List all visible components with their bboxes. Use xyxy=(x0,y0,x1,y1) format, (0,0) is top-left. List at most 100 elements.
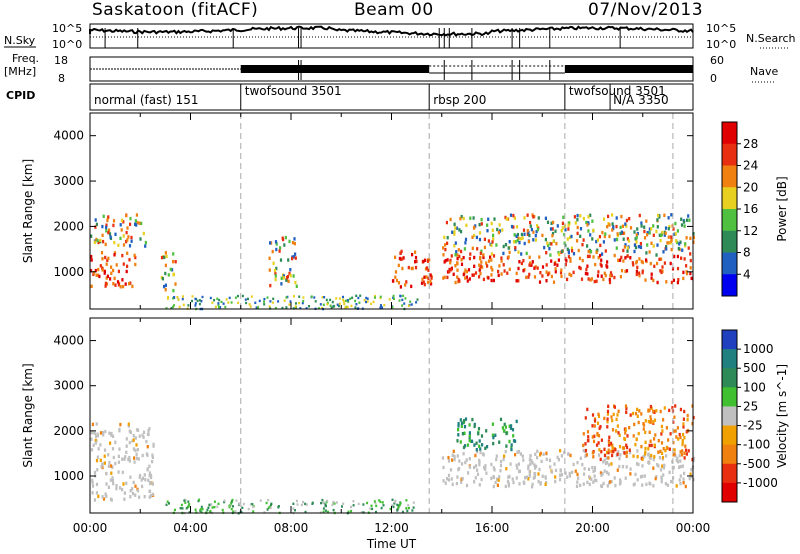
colorbar-tick-label: 25 xyxy=(743,399,758,413)
echo-cell xyxy=(453,457,456,462)
echo-cell xyxy=(625,224,628,228)
echo-cell xyxy=(541,474,544,478)
echo-cell xyxy=(507,481,510,486)
echo-cell xyxy=(487,259,491,263)
echo-cell xyxy=(663,233,666,237)
echo-cell xyxy=(492,237,495,241)
echo-cell xyxy=(653,455,656,459)
echo-cell xyxy=(587,435,590,439)
echo-cell xyxy=(160,255,164,260)
echo-cell xyxy=(606,265,609,269)
echo-cell xyxy=(491,228,494,232)
echo-cell xyxy=(575,484,579,488)
echo-cell xyxy=(607,451,610,455)
echo-cell xyxy=(652,420,655,424)
echo-cell xyxy=(485,261,488,265)
echo-cell xyxy=(91,484,95,488)
echo-cell xyxy=(181,297,184,301)
echo-cell xyxy=(391,498,394,501)
echo-cell xyxy=(528,472,531,476)
echo-cell xyxy=(480,222,483,226)
echo-cell xyxy=(660,424,663,429)
echo-cell xyxy=(595,478,598,483)
echo-cell xyxy=(692,456,696,461)
echo-cell xyxy=(93,431,96,435)
echo-cell xyxy=(482,277,485,282)
echo-cell xyxy=(604,273,607,278)
echo-cell xyxy=(269,300,272,303)
echo-cell xyxy=(535,464,538,469)
echo-cell xyxy=(570,273,573,278)
echo-cell xyxy=(672,227,675,231)
echo-cell xyxy=(615,224,618,229)
echo-cell xyxy=(185,507,188,510)
echo-cell xyxy=(109,235,112,239)
echo-cell xyxy=(196,299,199,303)
echo-cell xyxy=(397,263,400,268)
echo-cell xyxy=(599,471,602,475)
echo-cell xyxy=(266,296,269,299)
echo-cell xyxy=(142,476,145,480)
echo-cell xyxy=(148,495,151,499)
echo-cell xyxy=(661,429,664,433)
echo-cell xyxy=(602,460,605,464)
echo-cell xyxy=(662,466,665,470)
echo-cell xyxy=(95,422,98,426)
echo-cell xyxy=(326,301,329,304)
cpid-segment-label: rbsp 200 xyxy=(433,93,486,107)
echo-cell xyxy=(128,282,131,286)
echo-cell xyxy=(521,236,524,240)
echo-cell xyxy=(325,504,327,508)
echo-cell xyxy=(96,455,99,459)
echo-cell xyxy=(342,300,345,303)
echo-cell xyxy=(593,478,596,482)
echo-cell xyxy=(292,502,295,505)
echo-cell xyxy=(545,279,548,283)
echo-cell xyxy=(576,239,579,243)
echo-cell xyxy=(275,242,278,246)
echo-cell xyxy=(359,294,362,297)
echo-cell xyxy=(194,304,197,307)
echo-cell xyxy=(511,477,514,481)
echo-cell xyxy=(645,219,648,223)
echo-cell xyxy=(609,480,612,484)
echo-cell xyxy=(670,213,673,217)
echo-cell xyxy=(247,297,249,301)
echo-cell xyxy=(151,459,154,464)
echo-cell xyxy=(635,233,638,237)
echo-cell xyxy=(626,237,629,241)
echo-cell xyxy=(675,458,678,462)
echo-cell xyxy=(107,215,110,219)
cpid-segment-label: twofsound 3501 xyxy=(569,84,666,98)
echo-cell xyxy=(129,216,132,221)
echo-cell xyxy=(572,270,575,275)
echo-cell xyxy=(681,464,684,468)
echo-cell xyxy=(98,274,101,279)
echo-cell xyxy=(608,277,611,282)
echo-cell xyxy=(169,267,172,272)
echo-cell xyxy=(131,284,134,289)
echo-cell xyxy=(125,437,128,441)
echo-cell xyxy=(557,258,560,262)
echo-cell xyxy=(603,453,607,458)
cpid-segment-label: N/A 3350 xyxy=(613,93,669,107)
echo-cell xyxy=(451,482,454,486)
echo-cell xyxy=(689,472,692,476)
echo-cell xyxy=(475,448,478,452)
echo-cell xyxy=(90,258,93,262)
nsky-lo-left: 10^0 xyxy=(52,38,82,51)
echo-cell xyxy=(322,303,325,306)
echo-cell xyxy=(528,469,531,474)
echo-cell xyxy=(686,413,689,418)
echo-cell xyxy=(561,249,564,253)
echo-cell xyxy=(613,253,616,258)
colorbar-tick-label: 500 xyxy=(743,361,766,375)
echo-cell xyxy=(467,471,470,475)
echo-cell xyxy=(666,446,669,451)
echo-cell xyxy=(640,259,643,264)
echo-cell xyxy=(576,460,579,465)
echo-cell xyxy=(207,506,210,509)
echo-cell xyxy=(638,409,641,413)
echo-cell xyxy=(641,483,644,487)
echo-cell xyxy=(375,504,378,508)
